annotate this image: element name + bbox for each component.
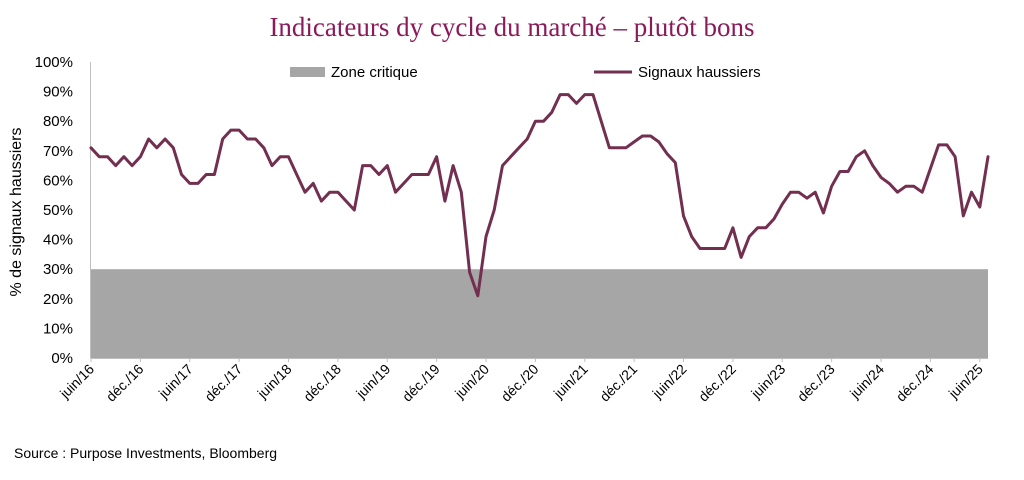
x-tick-label: déc./18	[300, 361, 344, 405]
legend-label-critical-zone: Zone critique	[331, 64, 418, 81]
x-tick-label: juin/24	[846, 361, 887, 402]
x-tick-label: déc./23	[794, 361, 838, 405]
x-tick-label: déc./17	[201, 361, 245, 405]
y-tick-label: 80%	[43, 113, 73, 130]
source-note: Source : Purpose Investments, Bloomberg	[14, 445, 278, 461]
legend-swatch-critical-zone	[290, 67, 325, 77]
y-tick-label: 100%	[35, 54, 73, 71]
axes-layer	[90, 62, 988, 362]
legend: Zone critique Signaux haussiers	[290, 64, 761, 81]
x-tick-label: déc./16	[103, 361, 147, 405]
legend-label-bullish-signals: Signaux haussiers	[638, 64, 761, 81]
x-tick-label: juin/20	[451, 361, 492, 402]
critical-zone-area	[91, 269, 988, 358]
x-tick-label: juin/23	[747, 361, 788, 402]
x-tick-label: déc./21	[596, 361, 640, 405]
x-tick-label: juin/22	[648, 361, 689, 402]
x-tick-label: déc./22	[695, 361, 739, 405]
critical-zone-layer	[91, 269, 988, 358]
y-tick-label: 30%	[43, 261, 73, 278]
x-tick-label: juin/19	[352, 361, 393, 402]
x-tick-label: juin/21	[550, 361, 591, 402]
y-tick-label: 0%	[51, 350, 73, 367]
y-axis-label: % de signaux haussiers	[8, 128, 25, 297]
bullish-signals-line	[89, 93, 990, 298]
x-tick-label: juin/25	[945, 361, 986, 402]
x-tick-label: déc./20	[498, 361, 542, 405]
y-tick-label: 50%	[43, 202, 73, 219]
x-tick-label: déc./24	[893, 361, 937, 405]
x-tick-label: juin/17	[155, 361, 196, 402]
y-tick-label: 20%	[43, 291, 73, 308]
y-tick-label: 40%	[43, 232, 73, 249]
y-tick-label: 90%	[43, 84, 73, 101]
chart-title: Indicateurs dy cycle du marché – plutôt …	[269, 12, 755, 42]
y-tick-label: 60%	[43, 172, 73, 189]
x-tick-label: juin/18	[253, 361, 294, 402]
y-tick-label: 70%	[43, 143, 73, 160]
y-tick-label: 10%	[43, 320, 73, 337]
series-line-layer	[89, 93, 990, 298]
x-tick-label: déc./19	[399, 361, 443, 405]
